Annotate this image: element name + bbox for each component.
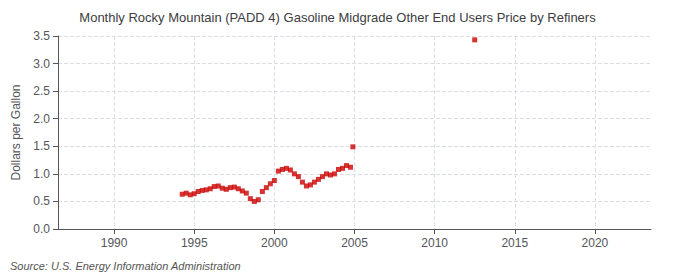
svg-text:3.0: 3.0 [33, 57, 50, 71]
svg-text:Dollars per Gallon: Dollars per Gallon [9, 84, 23, 180]
svg-text:2.5: 2.5 [33, 84, 50, 98]
svg-text:2005: 2005 [341, 236, 368, 250]
svg-text:2010: 2010 [421, 236, 448, 250]
svg-text:0.5: 0.5 [33, 194, 50, 208]
svg-text:0.0: 0.0 [33, 222, 50, 236]
svg-text:1.0: 1.0 [33, 167, 50, 181]
svg-text:3.5: 3.5 [33, 29, 50, 43]
svg-text:1.5: 1.5 [33, 139, 50, 153]
svg-text:Monthly Rocky Mountain (PADD 4: Monthly Rocky Mountain (PADD 4) Gasoline… [79, 10, 596, 25]
svg-text:1995: 1995 [181, 236, 208, 250]
svg-text:1990: 1990 [101, 236, 128, 250]
svg-text:2000: 2000 [261, 236, 288, 250]
svg-text:Source: U.S. Energy Informatio: Source: U.S. Energy Information Administ… [10, 260, 241, 272]
svg-text:2.0: 2.0 [33, 112, 50, 126]
svg-text:2015: 2015 [501, 236, 528, 250]
svg-text:2020: 2020 [582, 236, 609, 250]
